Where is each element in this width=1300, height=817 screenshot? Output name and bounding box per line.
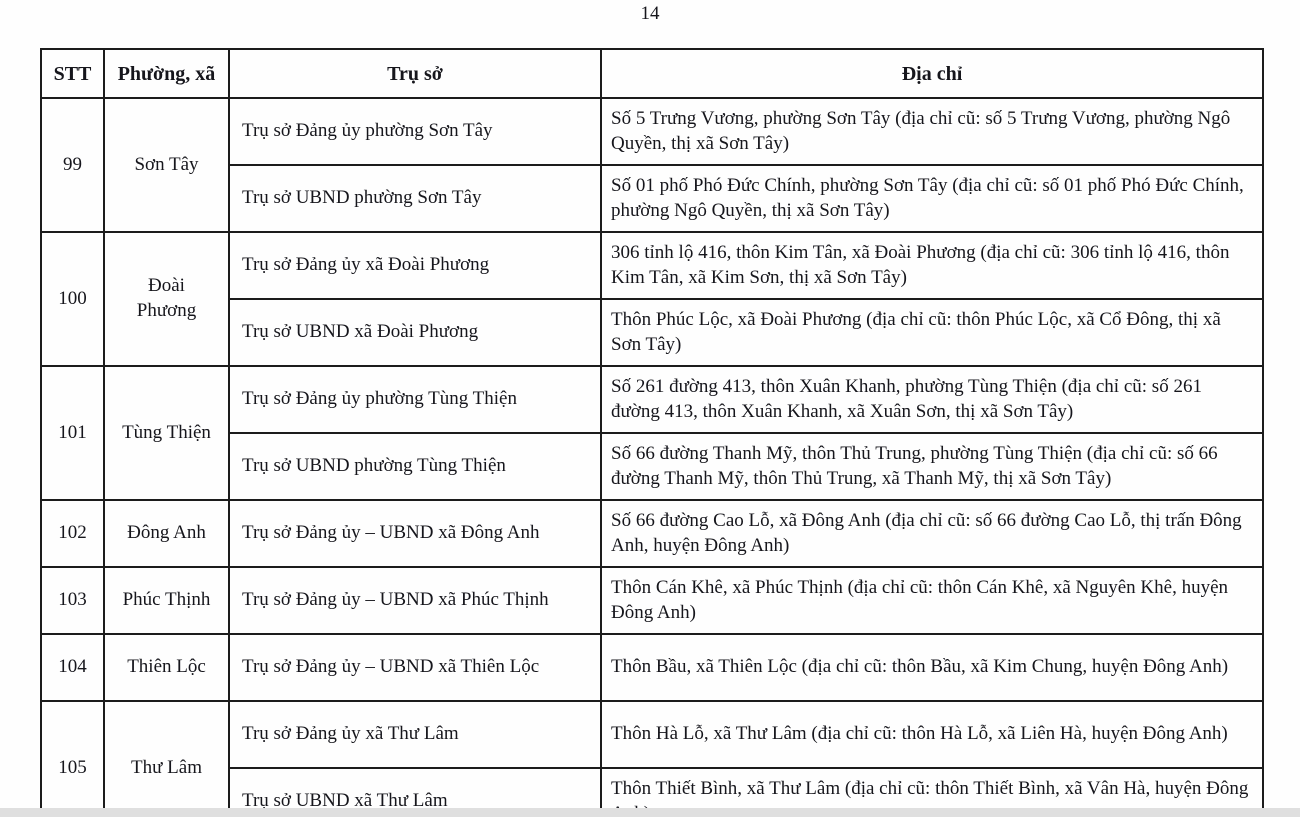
stt-cell: 102 [40, 499, 105, 568]
office-cell: Trụ sở Đảng ủy – UBND xã Thiên Lộc [228, 633, 602, 702]
header-cell-office: Trụ sở [228, 48, 602, 99]
stt-cell: 105 [40, 700, 105, 817]
office-cell: Trụ sở Đảng ủy xã Đoài Phương [228, 231, 602, 300]
table-row: 104 Thiên Lộc Trụ sở Đảng ủy – UBND xã Thi… [40, 633, 1264, 702]
address-cell: Số 66 đường Cao Lỗ, xã Đông Anh (địa chỉ… [600, 499, 1264, 568]
ward-cell: Tùng Thiện [103, 365, 230, 501]
offices-table-container: STT Phường, xã Trụ sở Địa chỉ 99 Sơn Tây T… [40, 48, 1264, 817]
stt-cell: 100 [40, 231, 105, 367]
ward-cell: Phúc Thịnh [103, 566, 230, 635]
table-row: 105 Thư Lâm Trụ sở Đảng ủy xã Thư Lâm Thôn … [40, 700, 1264, 817]
table-row: Trụ sở UBND phường Sơn Tây Số 01 phố Phó … [41, 164, 1264, 233]
address-cell: Thôn Hà Lỗ, xã Thư Lâm (địa chỉ cũ: thôn… [600, 700, 1264, 769]
stt-cell: 104 [40, 633, 105, 702]
table-row: 103 Phúc Thịnh Trụ sở Đảng ủy – UBND xã Ph… [40, 566, 1264, 635]
office-cell: Trụ sở Đảng ủy – UBND xã Phúc Thịnh [228, 566, 602, 635]
office-cell: Trụ sở UBND phường Sơn Tây [228, 164, 602, 233]
offices-table: STT Phường, xã Trụ sở Địa chỉ 99 Sơn Tây T… [40, 48, 1264, 817]
address-cell: Thôn Phúc Lộc, xã Đoài Phương (địa chỉ c… [600, 298, 1264, 367]
stt-cell: 99 [40, 97, 105, 233]
address-cell: 306 tỉnh lộ 416, thôn Kim Tân, xã Đoài P… [600, 231, 1264, 300]
table-row: Trụ sở UBND phường Tùng Thiện Số 66 đường… [41, 432, 1264, 501]
header-cell-ward: Phường, xã [103, 48, 230, 99]
address-cell: Số 66 đường Thanh Mỹ, thôn Thủ Trung, ph… [600, 432, 1264, 501]
address-cell: Số 5 Trưng Vương, phường Sơn Tây (địa ch… [600, 97, 1264, 166]
ward-cell: Đông Anh [103, 499, 230, 568]
table-row: Trụ sở UBND xã Đoài Phương Thôn Phúc Lộc,… [41, 298, 1264, 367]
address-cell: Thôn Cán Khê, xã Phúc Thịnh (địa chỉ cũ:… [600, 566, 1264, 635]
office-cell: Trụ sở Đảng ủy xã Thư Lâm [228, 700, 602, 769]
address-cell: Số 261 đường 413, thôn Xuân Khanh, phườn… [600, 365, 1264, 434]
table-row: 99 Sơn Tây Trụ sở Đảng ủy phường Sơn Tây Số… [40, 97, 1264, 233]
office-cell: Trụ sở Đảng ủy phường Sơn Tây [228, 97, 602, 166]
address-cell: Thôn Bầu, xã Thiên Lộc (địa chỉ cũ: thôn… [600, 633, 1264, 702]
office-cell: Trụ sở Đảng ủy – UBND xã Đông Anh [228, 499, 602, 568]
table-body: 99 Sơn Tây Trụ sở Đảng ủy phường Sơn Tây Số… [40, 97, 1264, 817]
ward-cell: Thư Lâm [103, 700, 230, 817]
table-row: 102 Đông Anh Trụ sở Đảng ủy – UBND xã Đông… [40, 499, 1264, 568]
office-cell: Trụ sở UBND xã Đoài Phương [228, 298, 602, 367]
ward-cell: Đoài Phương [103, 231, 230, 367]
office-cell: Trụ sở Đảng ủy phường Tùng Thiện [228, 365, 602, 434]
table-header-row: STT Phường, xã Trụ sở Địa chỉ [40, 48, 1264, 99]
page-number: 14 [640, 3, 660, 24]
address-cell: Số 01 phố Phó Đức Chính, phường Sơn Tây … [600, 164, 1264, 233]
page-bottom-edge [0, 808, 1300, 817]
stt-cell: 103 [40, 566, 105, 635]
header-cell-stt: STT [40, 48, 105, 99]
table-row: 100 Đoài Phương Trụ sở Đảng ủy xã Đoài Phư… [40, 231, 1264, 367]
header-cell-address: Địa chỉ [600, 48, 1264, 99]
table-row: 101 Tùng Thiện Trụ sở Đảng ủy phường Tùng … [40, 365, 1264, 501]
ward-cell: Sơn Tây [103, 97, 230, 233]
office-cell: Trụ sở UBND phường Tùng Thiện [228, 432, 602, 501]
stt-cell: 101 [40, 365, 105, 501]
ward-cell: Thiên Lộc [103, 633, 230, 702]
